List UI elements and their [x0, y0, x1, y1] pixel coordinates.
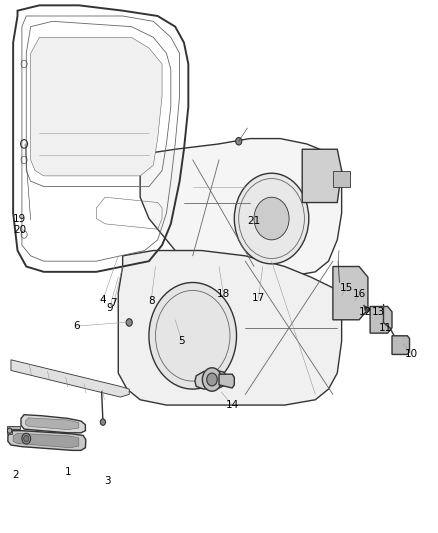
- Text: 4: 4: [99, 295, 106, 304]
- Text: 7: 7: [110, 298, 117, 308]
- Polygon shape: [7, 426, 20, 434]
- Text: 18: 18: [217, 289, 230, 299]
- Circle shape: [24, 435, 29, 442]
- Text: 10: 10: [405, 350, 418, 359]
- Text: 19: 19: [13, 214, 26, 223]
- Text: 6: 6: [73, 321, 80, 331]
- Text: 16: 16: [353, 289, 366, 299]
- Text: 3: 3: [104, 476, 111, 486]
- Text: 13: 13: [372, 307, 385, 317]
- Circle shape: [202, 368, 222, 391]
- Circle shape: [100, 419, 106, 425]
- Polygon shape: [13, 433, 79, 448]
- Polygon shape: [364, 305, 370, 313]
- Text: 15: 15: [339, 283, 353, 293]
- Text: 17: 17: [252, 294, 265, 303]
- Text: 5: 5: [178, 336, 185, 346]
- Polygon shape: [31, 37, 162, 176]
- Circle shape: [126, 319, 132, 326]
- Text: 14: 14: [226, 400, 239, 410]
- Text: 1: 1: [64, 467, 71, 477]
- Polygon shape: [140, 139, 342, 277]
- Polygon shape: [25, 418, 79, 430]
- Text: 20: 20: [13, 225, 26, 235]
- Circle shape: [22, 433, 31, 444]
- Polygon shape: [392, 336, 410, 354]
- Polygon shape: [333, 266, 368, 320]
- Polygon shape: [370, 306, 392, 333]
- Polygon shape: [219, 374, 234, 388]
- Text: 2: 2: [12, 471, 19, 480]
- Polygon shape: [118, 251, 342, 405]
- Circle shape: [236, 138, 242, 145]
- Polygon shape: [195, 370, 228, 389]
- Circle shape: [234, 173, 309, 264]
- Polygon shape: [8, 431, 86, 450]
- Polygon shape: [21, 415, 85, 433]
- Circle shape: [207, 373, 217, 386]
- Text: 12: 12: [359, 307, 372, 317]
- Text: 11: 11: [379, 323, 392, 333]
- Text: 8: 8: [148, 296, 155, 305]
- Polygon shape: [302, 149, 342, 203]
- Polygon shape: [333, 171, 350, 187]
- Text: 9: 9: [106, 303, 113, 313]
- Text: 21: 21: [247, 216, 261, 225]
- Circle shape: [149, 282, 237, 389]
- Polygon shape: [11, 360, 129, 397]
- Circle shape: [254, 197, 289, 240]
